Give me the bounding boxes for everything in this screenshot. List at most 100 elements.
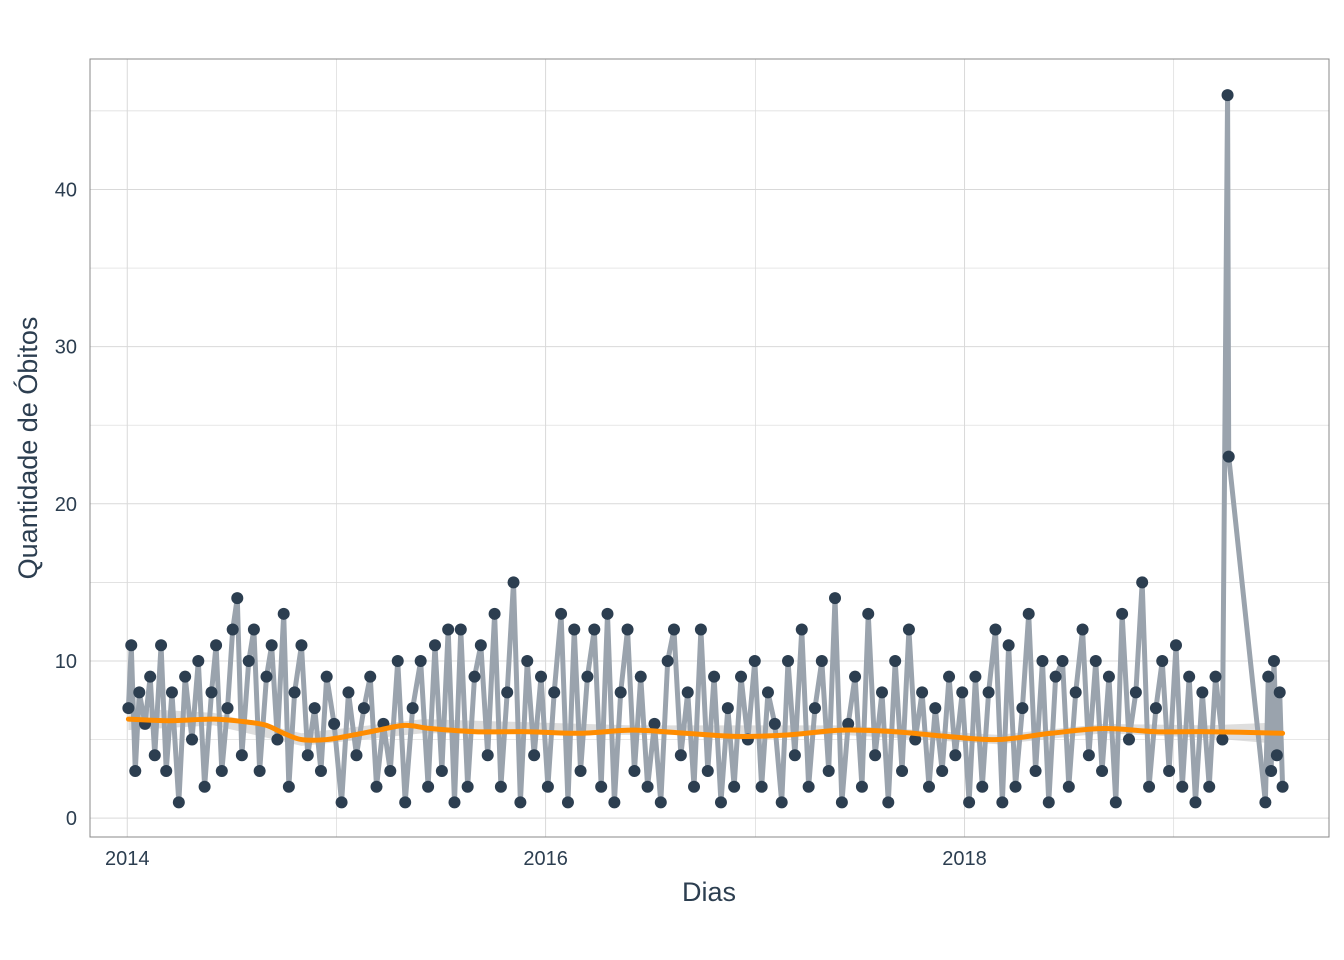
data-point (277, 607, 290, 620)
data-point (320, 670, 333, 683)
data-point (192, 654, 205, 667)
data-point (474, 639, 487, 652)
data-point (335, 796, 348, 809)
data-point (1036, 654, 1049, 667)
data-point (1016, 702, 1029, 715)
data-point (581, 670, 594, 683)
data-point (822, 764, 835, 777)
data-point (422, 780, 435, 793)
x-tick-label: 2018 (942, 848, 987, 870)
data-point (308, 702, 321, 715)
data-point (896, 764, 909, 777)
data-point (989, 623, 1002, 636)
data-point (714, 796, 727, 809)
data-point (282, 780, 295, 793)
x-axis-title: Dias (682, 877, 736, 907)
data-point (148, 749, 161, 762)
data-point (1089, 654, 1102, 667)
data-point (775, 796, 788, 809)
y-tick-label: 30 (55, 337, 77, 359)
data-point (144, 670, 157, 683)
x-tick-label: 2014 (105, 848, 150, 870)
data-point (1209, 670, 1222, 683)
data-point (1270, 749, 1283, 762)
data-point (621, 623, 634, 636)
data-point (996, 796, 1009, 809)
data-point (628, 764, 641, 777)
data-point (1222, 450, 1235, 463)
data-point (548, 686, 561, 699)
data-point (215, 764, 228, 777)
data-point (608, 796, 621, 809)
data-point (1029, 764, 1042, 777)
data-point (855, 780, 868, 793)
data-point (936, 764, 949, 777)
data-point (909, 733, 922, 746)
data-point (555, 607, 568, 620)
data-point (1062, 780, 1075, 793)
data-point (1273, 686, 1286, 699)
data-point (949, 749, 962, 762)
data-point (448, 796, 461, 809)
data-point (364, 670, 377, 683)
smoothed-trend-line (125, 716, 1286, 743)
data-point (260, 670, 273, 683)
data-point (956, 686, 969, 699)
data-point (1163, 764, 1176, 777)
y-axis-ticks: 0 10 20 30 40 (55, 179, 77, 830)
data-point (1096, 764, 1109, 777)
data-point (435, 764, 448, 777)
data-point (761, 686, 774, 699)
data-point (342, 686, 355, 699)
data-point (701, 764, 714, 777)
data-point (601, 607, 614, 620)
data-point (1069, 686, 1082, 699)
data-point (875, 686, 888, 699)
data-point (205, 686, 218, 699)
data-point (869, 749, 882, 762)
data-point (528, 749, 541, 762)
data-point (748, 654, 761, 667)
data-point (122, 702, 135, 715)
x-tick-label: 2016 (523, 848, 568, 870)
data-point (648, 717, 661, 730)
data-point (1196, 686, 1209, 699)
data-point (165, 686, 178, 699)
data-point (1276, 780, 1289, 793)
data-point (735, 670, 748, 683)
panel-border (89, 58, 1330, 838)
data-point (815, 654, 828, 667)
data-point (179, 670, 192, 683)
data-point (271, 733, 284, 746)
observations-line (125, 92, 1286, 805)
data-point (1009, 780, 1022, 793)
data-point (788, 749, 801, 762)
data-point (902, 623, 915, 636)
data-point (541, 780, 554, 793)
smoothed-series-line (125, 716, 1286, 743)
data-point (507, 576, 520, 589)
data-point (535, 670, 548, 683)
data-point (1002, 639, 1015, 652)
data-point (350, 749, 363, 762)
data-point (721, 702, 734, 715)
data-point (842, 717, 855, 730)
data-point (808, 702, 821, 715)
data-point (1049, 670, 1062, 683)
data-point (1122, 733, 1135, 746)
data-point (588, 623, 601, 636)
data-point (1082, 749, 1095, 762)
data-point (982, 686, 995, 699)
data-point (155, 639, 168, 652)
data-point (1076, 623, 1089, 636)
data-point (969, 670, 982, 683)
data-point (922, 780, 935, 793)
data-point (186, 733, 199, 746)
data-point (160, 764, 173, 777)
data-point (574, 764, 587, 777)
observations-series-line (125, 92, 1286, 805)
data-point (357, 702, 370, 715)
data-point (1116, 607, 1129, 620)
y-tick-label: 10 (55, 651, 77, 673)
data-point (414, 654, 427, 667)
